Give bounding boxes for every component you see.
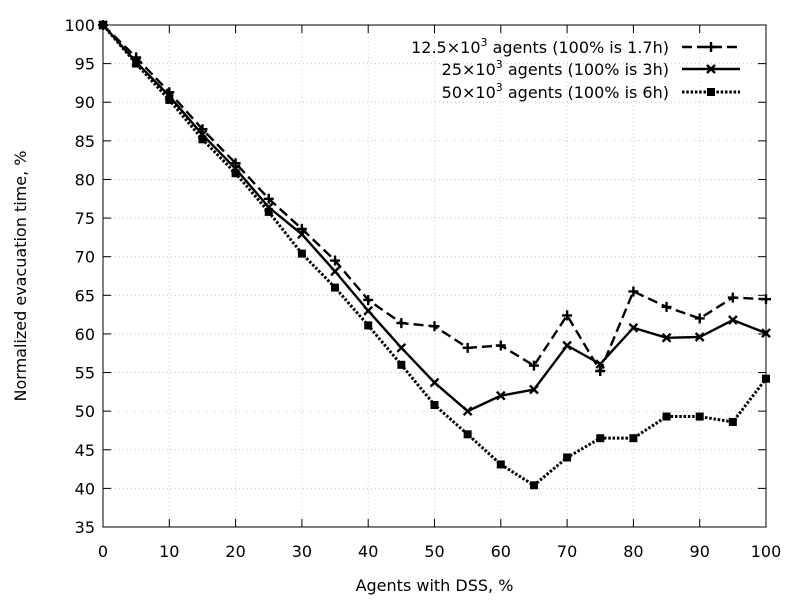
series-1-point bbox=[562, 310, 573, 321]
series-3-point bbox=[762, 374, 770, 383]
legend-marker-3 bbox=[707, 88, 715, 96]
y-tick-label: 40 bbox=[75, 479, 95, 498]
series-3-point bbox=[695, 412, 704, 421]
series-1-point bbox=[694, 313, 705, 324]
x-tick-label: 40 bbox=[358, 542, 378, 561]
series-1-point bbox=[495, 340, 506, 351]
series-1-point bbox=[296, 223, 307, 234]
x-tick-label: 0 bbox=[98, 542, 108, 561]
series-2-point bbox=[297, 229, 307, 240]
axis-ticks: 35 40 45 50 55 60 65 70 75 80 85 90 95 100 0 10 20 30 40 50… bbox=[64, 16, 781, 561]
y-tick-label: 80 bbox=[75, 170, 95, 189]
series-2-point bbox=[761, 328, 771, 338]
series-1-point bbox=[330, 255, 341, 266]
legend-label-3: 50×103 agents (100% is 6h) bbox=[442, 81, 669, 102]
x-tick-label: 10 bbox=[159, 542, 179, 561]
series-1-point bbox=[230, 158, 241, 169]
y-tick-label: 75 bbox=[75, 209, 95, 228]
x-tick-label: 50 bbox=[424, 542, 444, 561]
series-2-point bbox=[595, 359, 606, 369]
series-1-point bbox=[396, 318, 407, 329]
series-1-point bbox=[363, 294, 374, 305]
series-1-point bbox=[528, 360, 539, 371]
legend-marker-1 bbox=[706, 42, 716, 52]
series-1 bbox=[98, 20, 771, 376]
series-2-point bbox=[661, 332, 672, 343]
series-1-point bbox=[462, 342, 473, 353]
x-tick-label: 100 bbox=[751, 542, 782, 561]
series-3-point bbox=[529, 481, 538, 490]
series-2-point bbox=[330, 266, 340, 277]
series-3-point bbox=[463, 430, 472, 439]
y-tick-label: 45 bbox=[75, 441, 95, 460]
series-3-point bbox=[662, 412, 671, 421]
series-3-point bbox=[596, 434, 605, 443]
x-tick-label: 60 bbox=[491, 542, 511, 561]
legend: 12.5×103 agents (100% is 1.7h)25×103 age… bbox=[411, 36, 740, 102]
legend-label-1: 12.5×103 agents (100% is 1.7h) bbox=[411, 36, 669, 57]
series-3-point bbox=[397, 360, 406, 369]
series-3-point bbox=[728, 417, 737, 426]
series-2-point bbox=[363, 305, 374, 316]
y-tick-label: 100 bbox=[64, 16, 95, 35]
grid bbox=[103, 25, 766, 527]
series-1-point bbox=[727, 292, 738, 303]
x-tick-label: 20 bbox=[225, 542, 245, 561]
series-2-point bbox=[628, 322, 639, 333]
series-3-point bbox=[165, 95, 174, 104]
series-2-point bbox=[495, 390, 506, 401]
y-tick-label: 95 bbox=[75, 55, 95, 74]
series-2-point bbox=[462, 406, 473, 417]
x-tick-label: 90 bbox=[690, 542, 710, 561]
y-tick-label: 50 bbox=[75, 402, 95, 421]
series-3-point bbox=[297, 249, 306, 258]
x-tick-label: 70 bbox=[557, 542, 577, 561]
y-tick-label: 90 bbox=[75, 93, 95, 112]
y-tick-label: 35 bbox=[75, 518, 95, 537]
series-1-point bbox=[761, 294, 771, 305]
x-tick-label: 80 bbox=[623, 542, 643, 561]
series-3-point bbox=[198, 135, 207, 144]
series-1-point bbox=[628, 286, 639, 297]
y-axis-title: Normalized evacuation time, % bbox=[11, 151, 30, 402]
y-tick-label: 85 bbox=[75, 132, 95, 151]
series-3-point bbox=[496, 460, 505, 469]
series-3-point bbox=[563, 453, 572, 462]
series-3-point bbox=[132, 59, 141, 68]
x-tick-label: 30 bbox=[292, 542, 312, 561]
y-tick-label: 60 bbox=[75, 325, 95, 344]
series-2-point bbox=[728, 315, 738, 325]
series-1-point bbox=[595, 365, 606, 376]
series-3-point bbox=[331, 283, 340, 292]
series-group bbox=[98, 20, 771, 490]
series-1-point bbox=[263, 193, 274, 204]
series-3-point bbox=[629, 434, 638, 443]
series-2-point bbox=[429, 377, 440, 388]
series-2-point bbox=[396, 342, 407, 353]
x-axis-title: Agents with DSS, % bbox=[356, 576, 514, 595]
series-3-point bbox=[364, 321, 373, 330]
series-3 bbox=[99, 21, 770, 490]
y-tick-label: 65 bbox=[75, 286, 95, 305]
series-3-point bbox=[231, 169, 240, 178]
series-3-point bbox=[99, 21, 107, 29]
series-2-point bbox=[529, 384, 539, 395]
series-2-point bbox=[694, 332, 705, 342]
series-1-point bbox=[661, 301, 672, 312]
series-2-point bbox=[562, 340, 572, 351]
legend-label-2: 25×103 agents (100% is 3h) bbox=[442, 58, 669, 79]
y-tick-label: 55 bbox=[75, 364, 95, 383]
y-tick-label: 70 bbox=[75, 248, 95, 267]
legend-marker-2 bbox=[706, 64, 716, 74]
series-3-point bbox=[430, 400, 439, 409]
series-3-point bbox=[264, 207, 273, 216]
series-1-point bbox=[429, 321, 440, 332]
